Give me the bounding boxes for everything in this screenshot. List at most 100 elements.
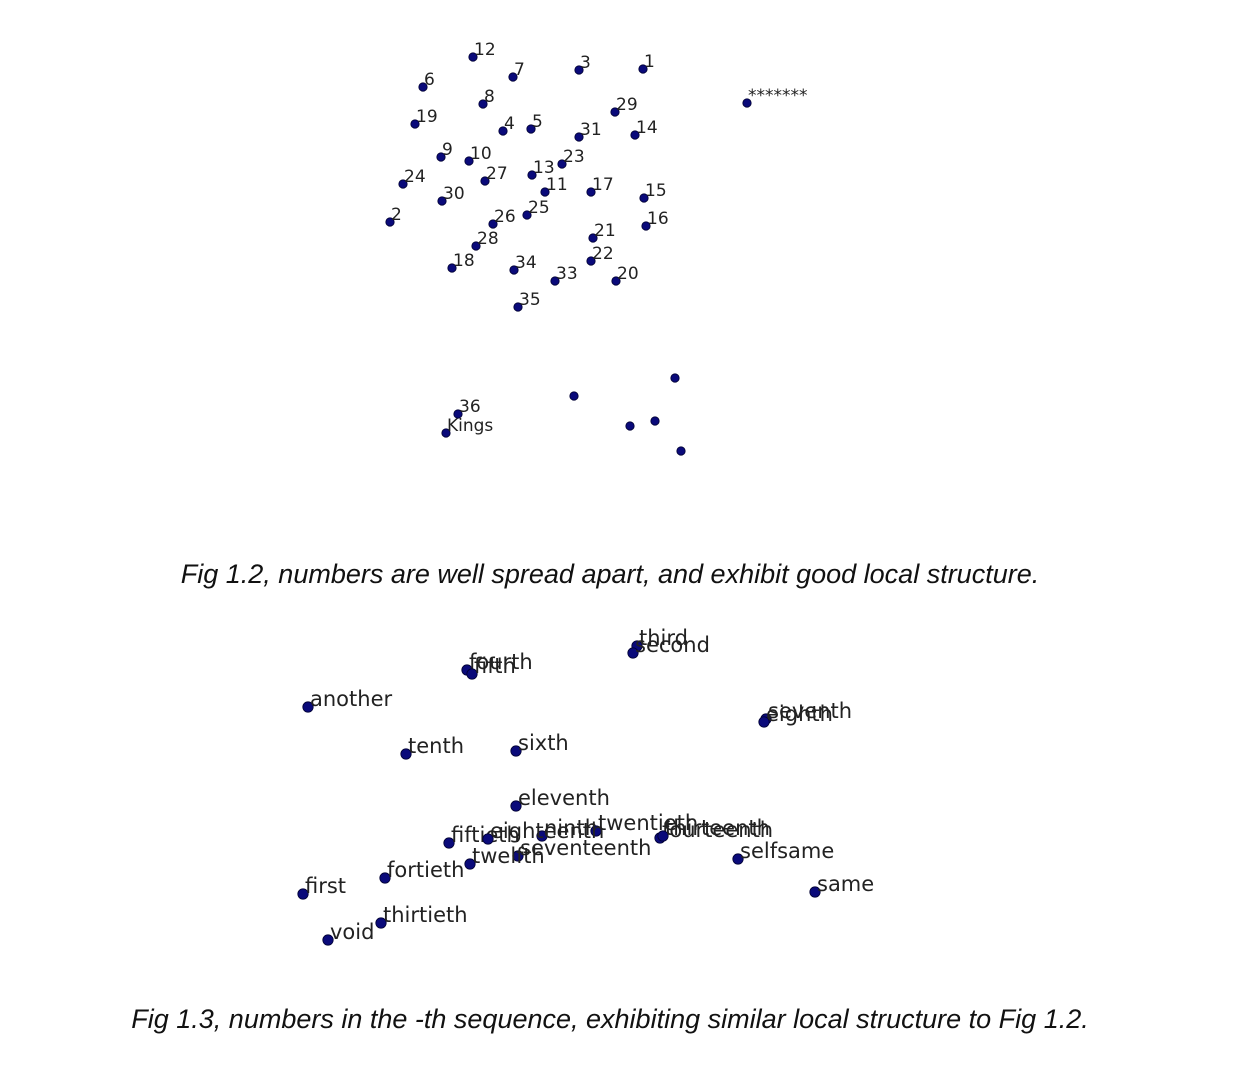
- data-point: [437, 196, 447, 206]
- data-point: [526, 124, 536, 134]
- point-label: 14: [636, 118, 658, 138]
- data-point: [611, 276, 621, 286]
- data-point: [758, 716, 770, 728]
- point-label: sixth: [518, 731, 569, 755]
- point-label: 30: [443, 184, 465, 204]
- data-point: [464, 858, 476, 870]
- data-point: [638, 64, 648, 74]
- point-label: 3: [580, 53, 591, 73]
- point-label: fourteenth: [662, 818, 773, 842]
- point-label: 7: [514, 60, 525, 80]
- data-point: [512, 850, 524, 862]
- point-label: 23: [563, 147, 585, 167]
- data-point: [441, 428, 451, 438]
- point-label: 33: [556, 264, 578, 284]
- data-point: [809, 886, 821, 898]
- point-label: 12: [474, 40, 496, 60]
- data-point: [436, 152, 446, 162]
- data-point: [586, 187, 596, 197]
- point-label: 2: [391, 205, 402, 225]
- data-point: [453, 409, 463, 419]
- point-label: 28: [477, 229, 499, 249]
- point-label: 8: [484, 87, 495, 107]
- caption-fig-1-3: Fig 1.3, numbers in the -th sequence, ex…: [131, 1004, 1089, 1034]
- data-point: [379, 872, 391, 884]
- data-point: [297, 888, 309, 900]
- point-label: 21: [594, 221, 616, 241]
- point-label: thirteenth: [665, 816, 770, 840]
- point-label: 25: [528, 198, 550, 218]
- data-point: [586, 256, 596, 266]
- data-point: [627, 647, 639, 659]
- point-label: 34: [515, 253, 537, 273]
- data-point: [471, 241, 481, 251]
- data-point: [478, 99, 488, 109]
- point-label: fortieth: [387, 858, 464, 882]
- data-point: [464, 156, 474, 166]
- data-point: [385, 217, 395, 227]
- point-label: 22: [592, 244, 614, 264]
- point-label: 31: [580, 120, 602, 140]
- point-label: 5: [532, 112, 543, 132]
- point-label: seventeenth: [520, 836, 651, 860]
- data-point: [742, 98, 752, 108]
- data-point: [398, 179, 408, 189]
- data-point: [480, 176, 490, 186]
- data-point: [630, 130, 640, 140]
- data-point: [676, 446, 686, 456]
- point-label: another: [310, 687, 392, 711]
- point-label: 20: [617, 264, 639, 284]
- point-label: Kings: [447, 416, 493, 436]
- data-point: [650, 416, 660, 426]
- point-label: eighth: [766, 702, 833, 726]
- point-label: 17: [592, 175, 614, 195]
- point-label: 4: [504, 114, 515, 134]
- point-label: 10: [470, 144, 492, 164]
- data-point: [569, 391, 579, 401]
- data-point: [536, 830, 548, 842]
- point-label: 24: [404, 167, 426, 187]
- data-point: [510, 800, 522, 812]
- data-point: [509, 265, 519, 275]
- data-point: [302, 701, 314, 713]
- data-point: [498, 126, 508, 136]
- point-label: void: [330, 920, 374, 944]
- point-label: 19: [416, 107, 438, 127]
- point-label: 9: [442, 140, 453, 160]
- data-point: [527, 170, 537, 180]
- data-point: [610, 107, 620, 117]
- data-point: [510, 745, 522, 757]
- point-label: fourth: [469, 650, 533, 674]
- data-point: [540, 187, 550, 197]
- point-label: same: [817, 872, 874, 896]
- point-label: 18: [453, 251, 475, 271]
- data-point: [557, 159, 567, 169]
- data-point: [590, 825, 602, 837]
- point-label: 35: [519, 290, 541, 310]
- point-label: fifth: [474, 654, 516, 678]
- data-point: [574, 65, 584, 75]
- data-point: [508, 72, 518, 82]
- point-label: 36: [459, 397, 481, 417]
- data-point: [466, 668, 478, 680]
- data-point: [625, 421, 635, 431]
- data-point: [375, 917, 387, 929]
- point-label: tenth: [408, 734, 464, 758]
- data-point: [468, 52, 478, 62]
- point-label: seventh: [768, 699, 852, 723]
- point-label: first: [305, 874, 346, 898]
- data-point: [488, 219, 498, 229]
- data-point: [482, 833, 494, 845]
- point-label: 26: [494, 207, 516, 227]
- point-label: 1: [644, 52, 655, 72]
- point-label: 11: [546, 175, 568, 195]
- data-point: [639, 193, 649, 203]
- data-point: [400, 748, 412, 760]
- point-label: 29: [616, 95, 638, 115]
- point-label: *******: [748, 86, 808, 106]
- data-point: [550, 276, 560, 286]
- data-point: [410, 119, 420, 129]
- point-label: 16: [647, 209, 669, 229]
